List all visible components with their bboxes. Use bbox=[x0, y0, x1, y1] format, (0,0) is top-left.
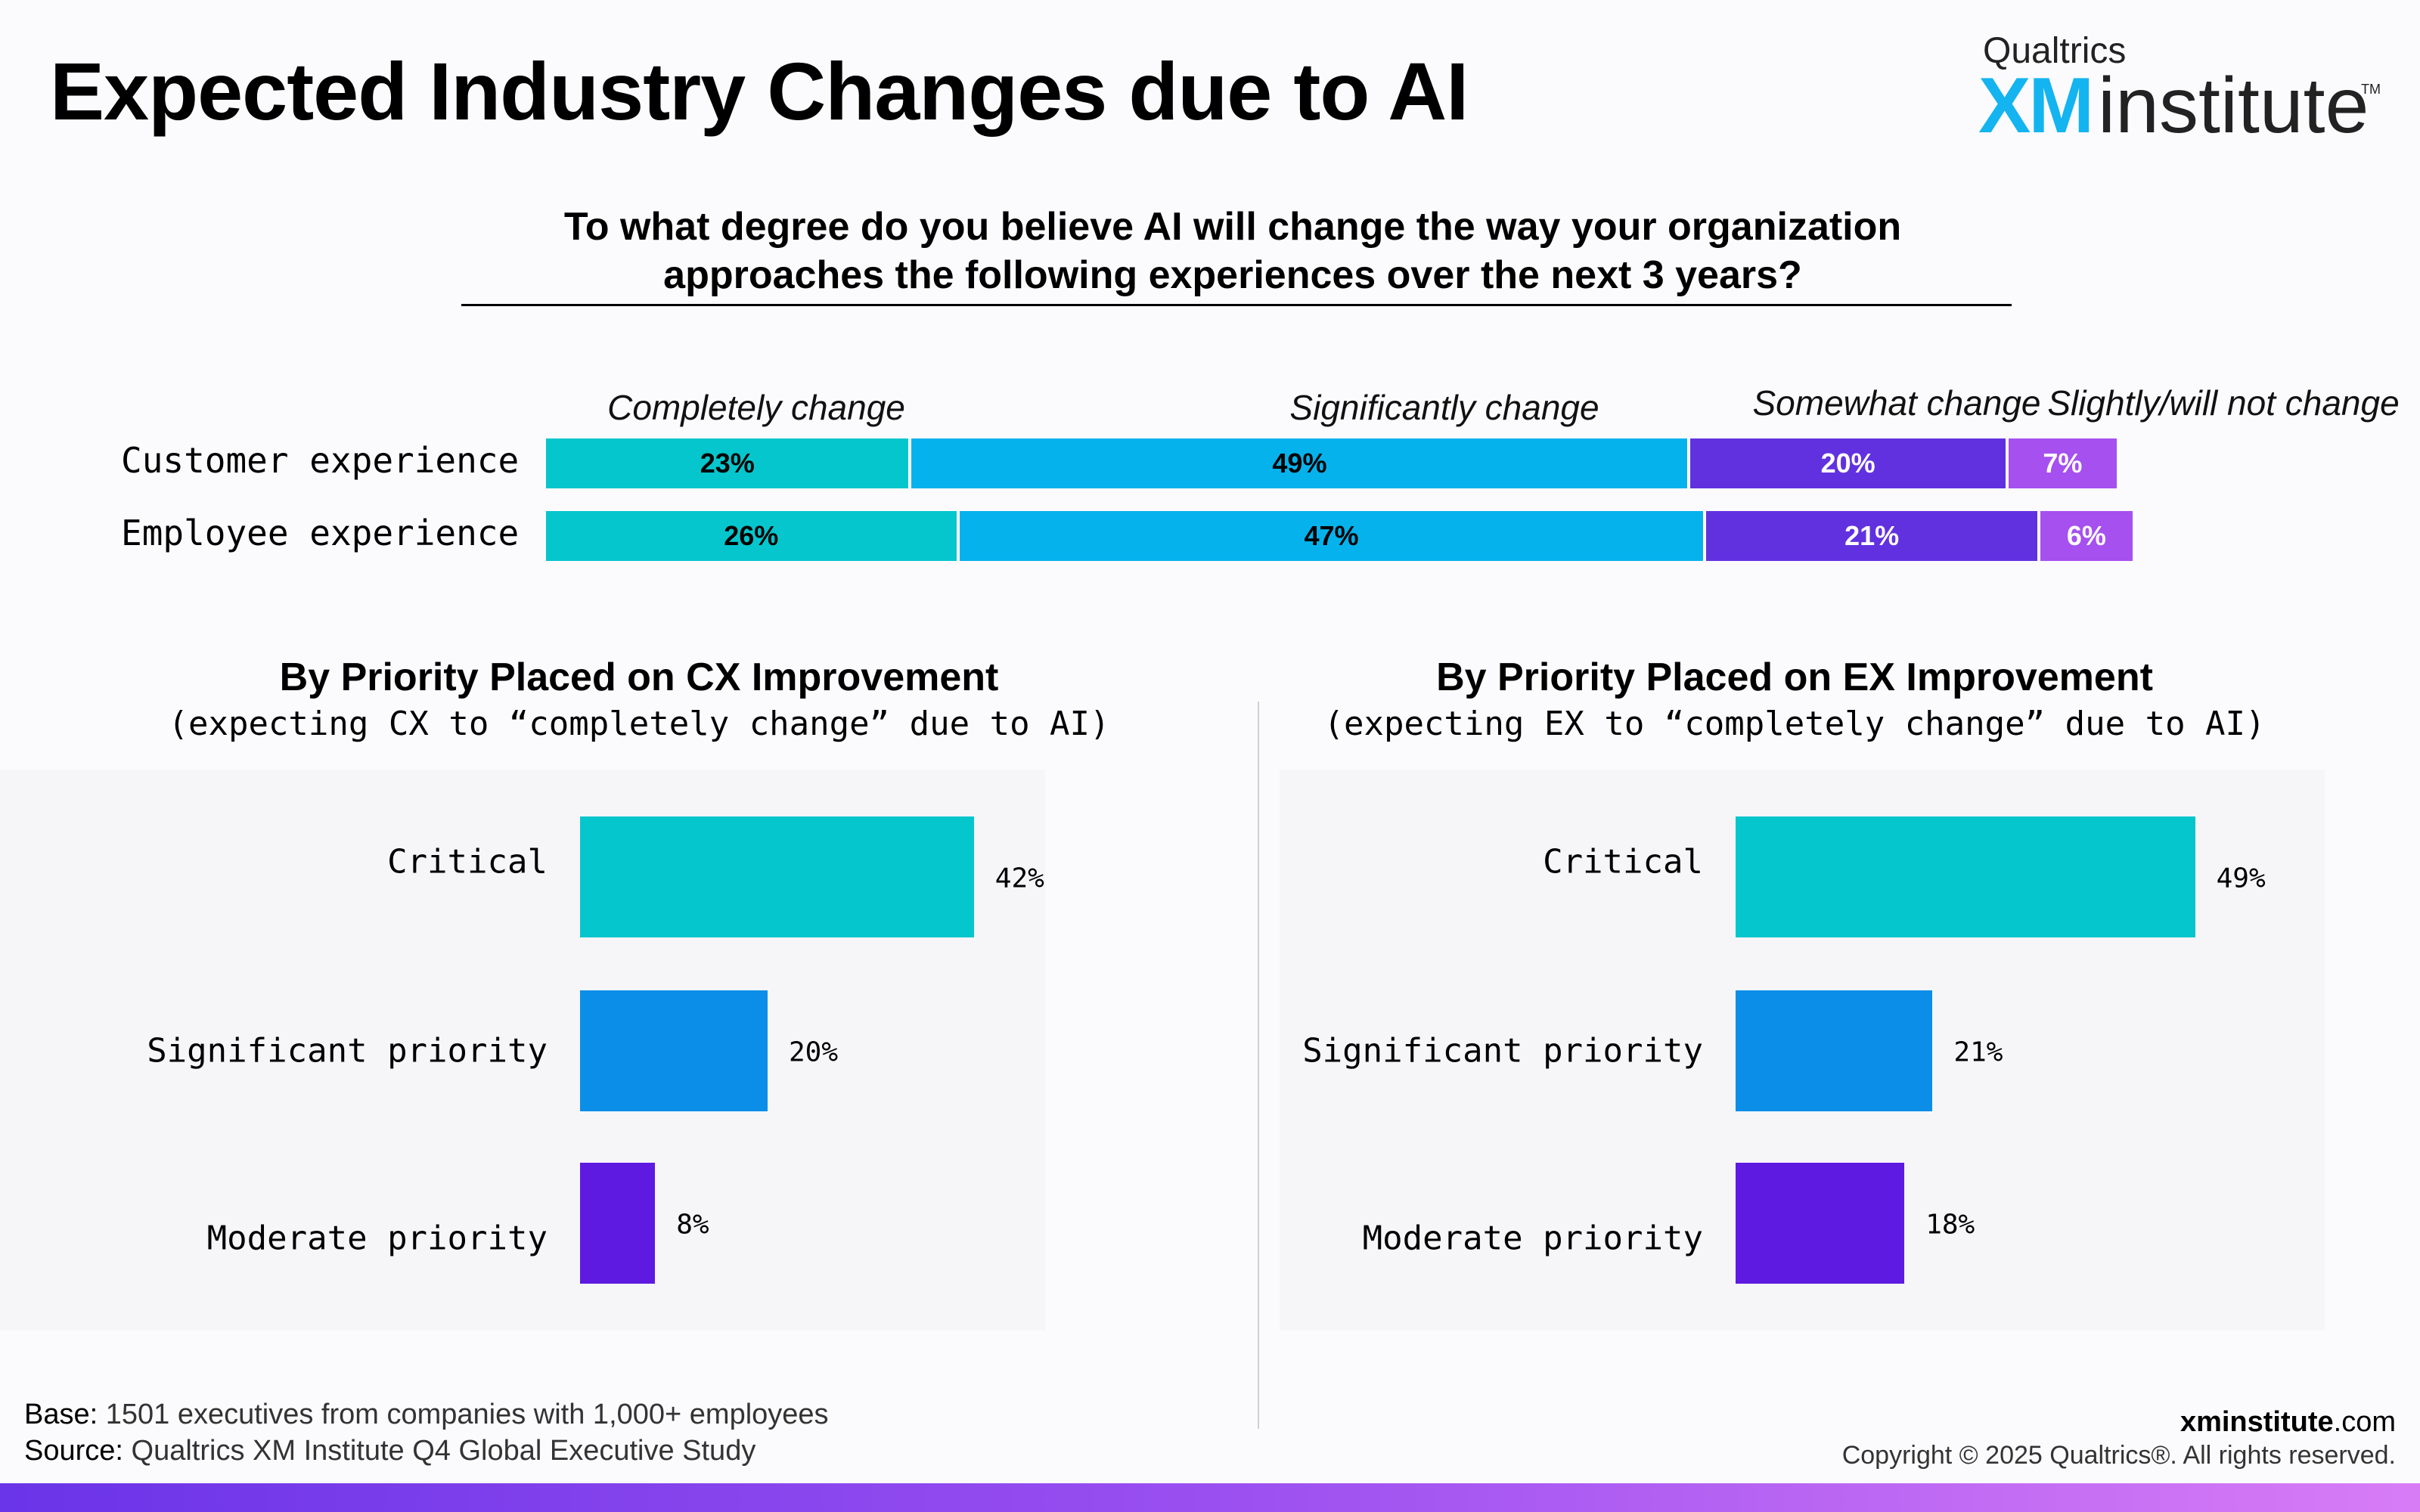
stacked-bar-0: 23% 49% 20% 7% bbox=[546, 438, 2136, 488]
row-label-0: Customer experience bbox=[121, 440, 520, 481]
stacked-bar-1: 26% 47% 21% 6% bbox=[546, 511, 2136, 561]
brand-gradient-bar bbox=[0, 1483, 2420, 1512]
question-underline bbox=[461, 304, 2012, 306]
bar-value-0-2: 8% bbox=[676, 1209, 709, 1241]
bar-segment-0-2: 20% bbox=[1690, 438, 2009, 488]
panel-title-1: By Priority Placed on EX Improvement bbox=[1436, 655, 2153, 699]
bar-value-1-0: 49% bbox=[2216, 863, 2266, 894]
qualtrics-xm-institute-logo: Qualtrics XM institute TM bbox=[1974, 30, 2397, 150]
segment-header-0: Completely change bbox=[607, 388, 905, 427]
site-link[interactable]: xminstitute.com bbox=[2180, 1406, 2396, 1439]
bar-value-1-2: 18% bbox=[1925, 1209, 1975, 1241]
bar-value-1-1: 21% bbox=[1953, 1036, 2003, 1068]
bar-segment-1-1: 47% bbox=[959, 511, 1707, 561]
panel-title-0: By Priority Placed on CX Improvement bbox=[279, 655, 999, 699]
bar-0-2 bbox=[580, 1163, 656, 1284]
bar-value-0-1: 20% bbox=[789, 1036, 839, 1068]
base-text: 1501 executives from companies with 1,00… bbox=[105, 1399, 829, 1430]
logo-institute-text: institute bbox=[2098, 62, 2369, 150]
segment-header-2: Somewhat change bbox=[1752, 383, 2041, 423]
category-label-0-2: Moderate priority bbox=[206, 1219, 548, 1258]
logo-qualtrics-text: Qualtrics bbox=[1983, 31, 2127, 71]
category-label-1-1: Significant priority bbox=[1302, 1031, 1703, 1070]
bar-segment-0-1: 49% bbox=[911, 438, 1691, 488]
base-label: Base: bbox=[24, 1399, 98, 1430]
category-label-1-0: Critical bbox=[1543, 842, 1703, 881]
segment-header-1: Significantly change bbox=[1289, 388, 1599, 427]
bar-segment-1-0: 26% bbox=[546, 511, 960, 561]
logo-xm-text: XM bbox=[1978, 62, 2094, 150]
bar-0-0 bbox=[580, 816, 974, 937]
bar-segment-1-2: 21% bbox=[1706, 511, 2040, 561]
row-label-1: Employee experience bbox=[121, 513, 520, 553]
site-rest: .com bbox=[2333, 1406, 2396, 1438]
copyright: Copyright © 2025 Qualtrics®. All rights … bbox=[1841, 1441, 2396, 1470]
logo-tm-mark: TM bbox=[2361, 82, 2381, 97]
bar-0-1 bbox=[580, 990, 768, 1111]
source-note: Source: Qualtrics XM Institute Q4 Global… bbox=[24, 1435, 755, 1467]
bar-segment-0-0: 23% bbox=[546, 438, 912, 488]
base-note: Base: 1501 executives from companies wit… bbox=[24, 1399, 829, 1431]
segment-header-3: Slightly/will not change bbox=[2047, 383, 2400, 423]
category-label-1-2: Moderate priority bbox=[1362, 1219, 1703, 1258]
panel-divider bbox=[1258, 702, 1259, 1429]
source-label: Source: bbox=[24, 1435, 123, 1467]
panel-subtitle-0: (expecting CX to “completely change” due… bbox=[168, 705, 1110, 743]
bar-segment-1-3: 6% bbox=[2040, 511, 2136, 561]
survey-question: To what degree do you believe AI will ch… bbox=[563, 205, 1902, 297]
bar-1-0 bbox=[1736, 816, 2195, 937]
category-label-0-1: Significant priority bbox=[147, 1031, 548, 1070]
bar-value-0-0: 42% bbox=[994, 863, 1044, 894]
source-text: Qualtrics XM Institute Q4 Global Executi… bbox=[131, 1435, 756, 1467]
site-bold: xminstitute bbox=[2180, 1406, 2334, 1438]
category-label-0-0: Critical bbox=[387, 842, 548, 881]
page-title: Expected Industry Changes due to AI bbox=[50, 45, 1469, 137]
bar-segment-0-3: 7% bbox=[2008, 438, 2120, 488]
bar-1-2 bbox=[1736, 1163, 1905, 1284]
panel-subtitle-1: (expecting EX to “completely change” due… bbox=[1323, 705, 2266, 743]
bar-1-1 bbox=[1736, 990, 1933, 1111]
